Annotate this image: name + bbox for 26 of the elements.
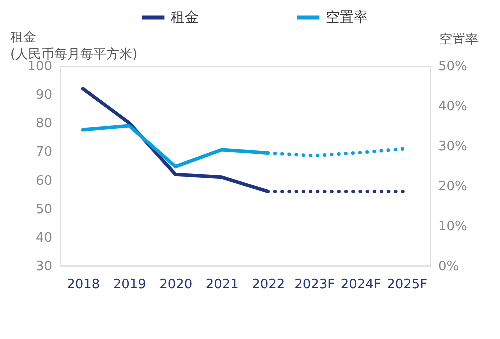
y2-tick-label: 10% [438, 220, 468, 234]
y2-tick-label: 40% [438, 100, 468, 114]
legend-label: 空置率 [326, 10, 368, 26]
x-tick-label: 2020 [160, 278, 193, 292]
y2-tick-label: 0% [438, 260, 460, 274]
y-tick-label: 30 [36, 260, 52, 274]
y-tick-label: 90 [36, 88, 52, 104]
legend-label: 租金 [171, 10, 199, 26]
x-tick-label: 2025F [387, 278, 428, 292]
x-tick-label: 2021 [206, 278, 239, 292]
x-tick-label: 2024F [340, 278, 382, 292]
x-tick-label: 2022 [252, 278, 286, 292]
y2-tick-label: 50% [438, 60, 468, 74]
x-tick-label: 2018 [67, 278, 100, 292]
y2-tick-label: 30% [438, 140, 468, 154]
y-tick-label: 60 [36, 174, 52, 189]
y-tick-label: 80 [36, 116, 52, 132]
y2-axis-title: 空置率 [440, 32, 478, 48]
y-tick-label: 70 [36, 145, 52, 160]
y-tick-label: 40 [36, 230, 52, 246]
y-tick-label: 100 [28, 60, 52, 74]
y-tick-label: 50 [36, 202, 52, 218]
y2-tick-label: 20% [438, 180, 468, 194]
y-axis-title: 租金 (人民币每月每平方米) [10, 30, 138, 62]
x-tick-label: 2019 [113, 278, 146, 292]
x-tick-label: 2023F [294, 278, 336, 292]
